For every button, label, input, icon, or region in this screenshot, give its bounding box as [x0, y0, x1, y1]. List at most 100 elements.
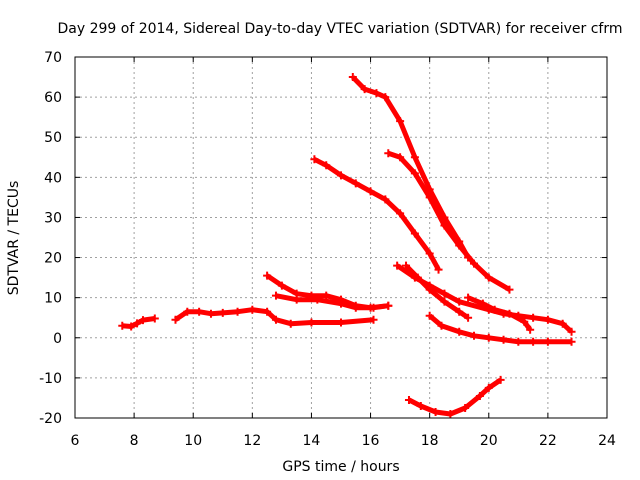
- x-tick-label: 18: [421, 433, 439, 449]
- data-point: [127, 322, 136, 331]
- data-point: [558, 319, 567, 328]
- x-tick-label: 10: [184, 433, 202, 449]
- y-tick-label: 50: [44, 130, 62, 146]
- data-point: [404, 395, 413, 404]
- y-tick-label: 10: [44, 291, 62, 307]
- data-point: [381, 93, 390, 102]
- data-point: [484, 333, 493, 342]
- series-line: [351, 75, 471, 259]
- series-track-2: [171, 305, 378, 328]
- series-track-1: [118, 314, 159, 331]
- data-point: [233, 307, 242, 316]
- data-point: [384, 301, 393, 310]
- x-tick-label: 14: [303, 433, 321, 449]
- axis-ticks: [74, 56, 608, 419]
- data-point: [351, 179, 360, 188]
- series-track-6: [348, 73, 473, 262]
- data-point: [543, 315, 552, 324]
- x-tick-label: 20: [480, 433, 498, 449]
- x-tick-label: 8: [130, 433, 139, 449]
- x-axis-tick-labels: 6 8 10 12 14 16 18 20 22 24: [71, 433, 616, 449]
- data-point: [381, 195, 390, 204]
- data-point: [372, 89, 381, 98]
- data-point: [138, 316, 147, 325]
- data-point: [384, 149, 393, 158]
- data-point: [396, 209, 405, 218]
- y-tick-label: 70: [44, 50, 62, 66]
- x-tick-label: 12: [243, 433, 261, 449]
- data-point: [360, 85, 369, 94]
- data-point: [263, 271, 272, 280]
- data-point: [455, 327, 464, 336]
- series-track-4: [271, 291, 393, 312]
- data-point: [118, 321, 127, 330]
- data-point: [470, 331, 478, 340]
- data-point: [440, 289, 449, 298]
- x-tick-label: 22: [539, 433, 557, 449]
- data-point: [514, 337, 523, 346]
- data-point: [150, 314, 159, 323]
- data-point: [337, 299, 345, 308]
- data-point: [396, 117, 405, 126]
- data-point: [464, 293, 473, 302]
- x-tick-label: 24: [598, 433, 616, 449]
- series-track-9: [402, 261, 473, 322]
- data-point: [437, 321, 446, 330]
- data-point: [455, 297, 464, 306]
- y-tick-label: -10: [39, 371, 62, 387]
- data-point: [413, 273, 422, 282]
- data-point: [520, 317, 529, 326]
- series-track-12: [404, 375, 505, 418]
- data-point: [195, 307, 204, 316]
- data-point: [475, 391, 484, 400]
- data-point: [348, 73, 357, 82]
- series-line: [407, 377, 503, 417]
- data-point: [490, 305, 499, 314]
- data-point: [505, 285, 514, 294]
- y-axis-tick-labels: -20 -10 0 10 20 30 40 50 60 70: [39, 50, 62, 427]
- x-tick-label: 6: [71, 433, 80, 449]
- x-tick-label: 16: [362, 433, 380, 449]
- data-point: [470, 259, 478, 268]
- data-point: [393, 261, 402, 270]
- data-point: [271, 291, 280, 300]
- data-point: [171, 315, 180, 324]
- data-point: [286, 319, 295, 328]
- data-point: [248, 305, 257, 314]
- series-line: [313, 157, 441, 271]
- data-point: [307, 318, 316, 327]
- data-point: [206, 309, 215, 318]
- data-point: [567, 327, 576, 336]
- y-tick-label: 30: [44, 210, 62, 226]
- data-point: [366, 187, 375, 196]
- data-point: [396, 153, 405, 162]
- data-point: [446, 409, 455, 418]
- y-tick-label: 60: [44, 90, 62, 106]
- data-point: [440, 297, 449, 306]
- data-point: [313, 295, 322, 304]
- series-track-7: [384, 149, 514, 294]
- data-point: [369, 315, 378, 324]
- y-axis-label: SDTVAR / TECUs: [6, 181, 22, 296]
- data-point: [455, 241, 464, 250]
- data-point: [425, 193, 434, 202]
- data-point: [425, 285, 434, 294]
- chart-title: Day 299 of 2014, Sidereal Day-to-day VTE…: [58, 21, 623, 37]
- data-point: [183, 307, 192, 316]
- data-point: [464, 313, 473, 322]
- series-line: [428, 313, 572, 345]
- data-point: [410, 229, 419, 238]
- data-point: [410, 153, 419, 162]
- data-point: [133, 319, 142, 328]
- data-point: [434, 265, 443, 274]
- series-track-11: [425, 311, 576, 346]
- data-point: [218, 308, 227, 317]
- data-point: [440, 221, 449, 230]
- data-point: [402, 261, 411, 270]
- data-point: [369, 303, 378, 312]
- data-point: [543, 337, 552, 346]
- data-point: [337, 171, 345, 180]
- data-point: [499, 335, 508, 344]
- data-point: [322, 161, 331, 170]
- data-point: [461, 403, 470, 412]
